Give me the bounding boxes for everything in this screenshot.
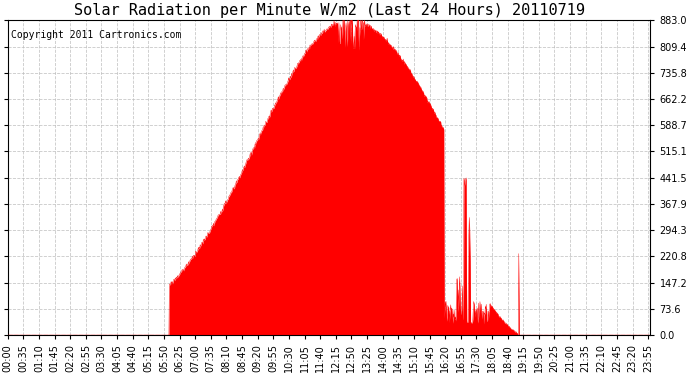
Title: Solar Radiation per Minute W/m2 (Last 24 Hours) 20110719: Solar Radiation per Minute W/m2 (Last 24…	[74, 3, 584, 18]
Text: Copyright 2011 Cartronics.com: Copyright 2011 Cartronics.com	[11, 30, 181, 40]
